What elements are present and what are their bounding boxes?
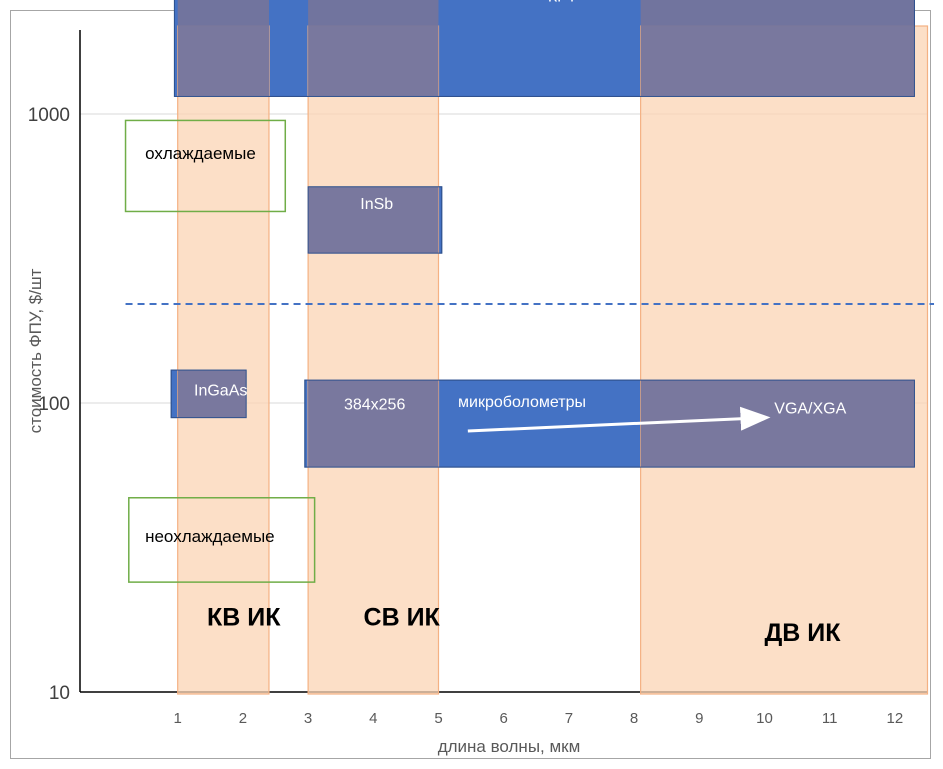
x-tick-label-9: 9 [695, 710, 703, 727]
y-tick-label-10: 10 [49, 683, 70, 704]
detector-outline-krt [173, 0, 915, 97]
annotation-res-high: VGA/XGA [774, 400, 846, 417]
overlap-insb-sv [308, 186, 439, 254]
band-label-sv: СВ ИК [364, 603, 441, 631]
category-box-uncooled [128, 497, 316, 583]
detector-outline-ingaas [170, 369, 247, 419]
x-tick-label-2: 2 [239, 710, 247, 727]
x-tick-label-10: 10 [756, 710, 773, 727]
x-tick-label-7: 7 [565, 710, 573, 727]
detector-label-insb: InSb [360, 196, 393, 213]
x-tick-label-6: 6 [500, 710, 508, 727]
detector-outline-insb [307, 186, 443, 254]
x-tick-label-5: 5 [434, 710, 442, 727]
detector-label-krt: КРТ [548, 0, 577, 6]
y-tick-label-100: 100 [38, 394, 70, 415]
labels-layer: длина волны, мкм стоимость ФПУ, $/шт КРТ In… [26, 0, 847, 756]
annotations-layer [124, 119, 935, 583]
detector-outline-microbolometers [304, 379, 915, 468]
x-tick-label-12: 12 [887, 710, 904, 727]
x-tick-label-1: 1 [174, 710, 182, 727]
x-axis-title: длина волны, мкм [438, 737, 581, 756]
overlap-krt-sv [308, 0, 439, 97]
spectral-band-sv [307, 25, 440, 695]
category-box-cooled [124, 119, 287, 213]
trend-arrow [467, 406, 771, 433]
x-tick-label-8: 8 [630, 710, 638, 727]
overlap-microbolometers-dv [640, 380, 915, 468]
x-tick-label-4: 4 [369, 710, 377, 727]
bands-layer [177, 25, 929, 695]
y-tick-label-1000: 1000 [28, 105, 70, 126]
spectral-band-dv [640, 25, 929, 695]
annotation-res-low: 384x256 [344, 396, 405, 413]
category-label-cooled: охлаждаемые [145, 144, 256, 163]
y-axis-title: стоимость ФПУ, $/шт [26, 268, 45, 433]
overlap-ingaas-kv [177, 370, 247, 418]
detector-label-microbolometers: микроболометры [458, 394, 586, 411]
overlap-microbolometers-sv [308, 380, 439, 468]
overlap-krt-dv [640, 0, 915, 97]
band-label-dv: ДВ ИК [765, 619, 842, 647]
overlaps-layer [170, 0, 915, 468]
category-label-uncooled: неохлаждаемые [145, 527, 275, 546]
detector-label-ingaas: InGaAs [194, 383, 247, 400]
x-tick-label-11: 11 [822, 710, 838, 727]
x-tick-label-3: 3 [304, 710, 312, 727]
band-label-kv: КВ ИК [207, 603, 281, 631]
overlap-krt-kv [177, 0, 269, 97]
spectral-band-kv [177, 25, 270, 695]
